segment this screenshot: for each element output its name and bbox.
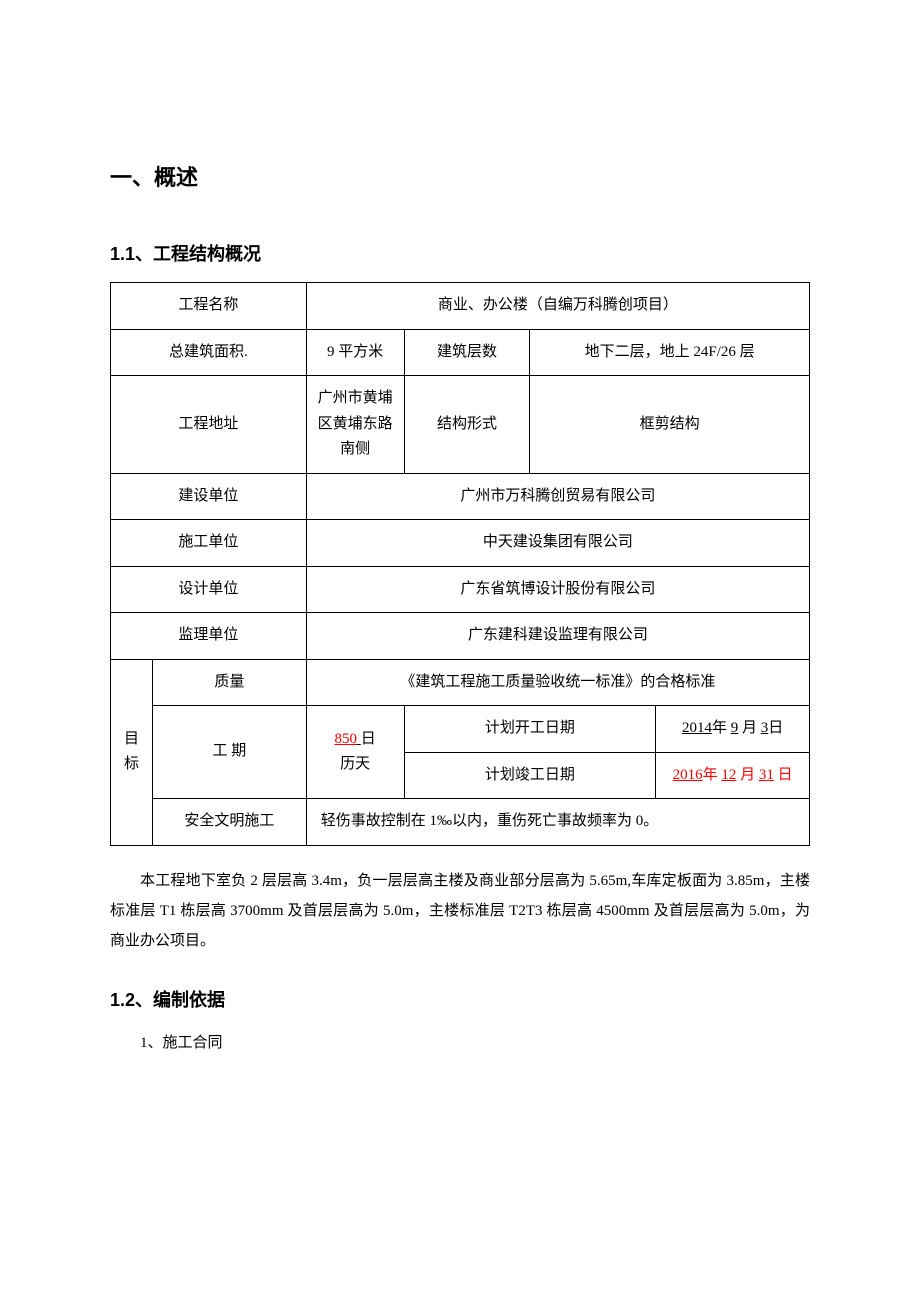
cell-value-duration: 850 日 历天 bbox=[306, 706, 404, 799]
table-row: 工 期 850 日 历天 计划开工日期 2014年 9 月 3日 bbox=[111, 706, 810, 753]
table-row: 总建筑面积. 9 平方米 建筑层数 地下二层，地上 24F/26 层 bbox=[111, 329, 810, 376]
end-day: 31 bbox=[759, 767, 774, 783]
cell-value-plan-end: 2016年 12 月 31 日 bbox=[656, 752, 810, 799]
date-y-sep-end: 年 bbox=[703, 767, 718, 783]
heading-level-1: 一、概述 bbox=[110, 160, 810, 192]
body-paragraph: 本工程地下室负 2 层层高 3.4m，负一层层高主楼及商业部分层高为 5.65m… bbox=[110, 866, 810, 956]
table-row: 设计单位 广东省筑博设计股份有限公司 bbox=[111, 566, 810, 613]
cell-value-safety: 轻伤事故控制在 1‰以内，重伤死亡事故频率为 0。 bbox=[306, 799, 809, 846]
date-m-sep-end: 月 bbox=[740, 767, 755, 783]
table-row: 监理单位 广东建科建设监理有限公司 bbox=[111, 613, 810, 660]
cell-label-designer: 设计单位 bbox=[111, 566, 307, 613]
cell-label-target: 目标 bbox=[111, 659, 153, 845]
date-d-sep: 日 bbox=[768, 720, 783, 736]
cell-value-designer: 广东省筑博设计股份有限公司 bbox=[306, 566, 809, 613]
start-year: 2014 bbox=[682, 720, 712, 736]
duration-number: 850 bbox=[335, 731, 358, 747]
table-row: 施工单位 中天建设集团有限公司 bbox=[111, 520, 810, 567]
date-y-sep: 年 bbox=[712, 720, 727, 736]
end-month: 12 bbox=[721, 767, 736, 783]
cell-value-structure-type: 框剪结构 bbox=[530, 376, 810, 474]
table-row: 建设单位 广州市万科腾创贸易有限公司 bbox=[111, 473, 810, 520]
heading-1-1: 1.1、工程结构概况 bbox=[110, 240, 810, 266]
cell-value-contractor: 中天建设集团有限公司 bbox=[306, 520, 809, 567]
duration-unit-calendar: 历天 bbox=[340, 756, 370, 772]
cell-value-address: 广州市黄埔区黄埔东路南侧 bbox=[306, 376, 404, 474]
cell-label-supervisor: 监理单位 bbox=[111, 613, 307, 660]
cell-label-duration: 工 期 bbox=[152, 706, 306, 799]
start-month: 9 bbox=[731, 720, 739, 736]
cell-value-total-area: 9 平方米 bbox=[306, 329, 404, 376]
cell-label-contractor: 施工单位 bbox=[111, 520, 307, 567]
heading-1-2: 1.2、编制依据 bbox=[110, 986, 810, 1012]
cell-label-address: 工程地址 bbox=[111, 376, 307, 474]
cell-label-floors: 建筑层数 bbox=[404, 329, 530, 376]
cell-value-quality: 《建筑工程施工质量验收统一标准》的合格标准 bbox=[306, 659, 809, 706]
list-item: 1、施工合同 bbox=[110, 1028, 810, 1058]
document-page: 一、概述 1.1、工程结构概况 工程名称 商业、办公楼（自编万科腾创项目） 总建… bbox=[0, 0, 920, 1302]
table-row: 工程名称 商业、办公楼（自编万科腾创项目） bbox=[111, 283, 810, 330]
table-row: 工程地址 广州市黄埔区黄埔东路南侧 结构形式 框剪结构 bbox=[111, 376, 810, 474]
cell-value-plan-start: 2014年 9 月 3日 bbox=[656, 706, 810, 753]
end-year: 2016 bbox=[673, 767, 703, 783]
table-row: 目标 质量 《建筑工程施工质量验收统一标准》的合格标准 bbox=[111, 659, 810, 706]
table-row: 安全文明施工 轻伤事故控制在 1‰以内，重伤死亡事故频率为 0。 bbox=[111, 799, 810, 846]
project-overview-table: 工程名称 商业、办公楼（自编万科腾创项目） 总建筑面积. 9 平方米 建筑层数 … bbox=[110, 282, 810, 846]
cell-value-owner: 广州市万科腾创贸易有限公司 bbox=[306, 473, 809, 520]
cell-label-structure-type: 结构形式 bbox=[404, 376, 530, 474]
cell-label-quality: 质量 bbox=[152, 659, 306, 706]
cell-label-plan-start: 计划开工日期 bbox=[404, 706, 656, 753]
date-d-sep-end: 日 bbox=[778, 767, 793, 783]
cell-label-total-area: 总建筑面积. bbox=[111, 329, 307, 376]
date-m-sep: 月 bbox=[742, 720, 757, 736]
duration-unit-day: 日 bbox=[361, 731, 376, 747]
cell-value-project-name: 商业、办公楼（自编万科腾创项目） bbox=[306, 283, 809, 330]
cell-label-safety: 安全文明施工 bbox=[152, 799, 306, 846]
cell-value-floors: 地下二层，地上 24F/26 层 bbox=[530, 329, 810, 376]
cell-value-supervisor: 广东建科建设监理有限公司 bbox=[306, 613, 809, 660]
cell-label-project-name: 工程名称 bbox=[111, 283, 307, 330]
cell-label-plan-end: 计划竣工日期 bbox=[404, 752, 656, 799]
cell-label-owner: 建设单位 bbox=[111, 473, 307, 520]
